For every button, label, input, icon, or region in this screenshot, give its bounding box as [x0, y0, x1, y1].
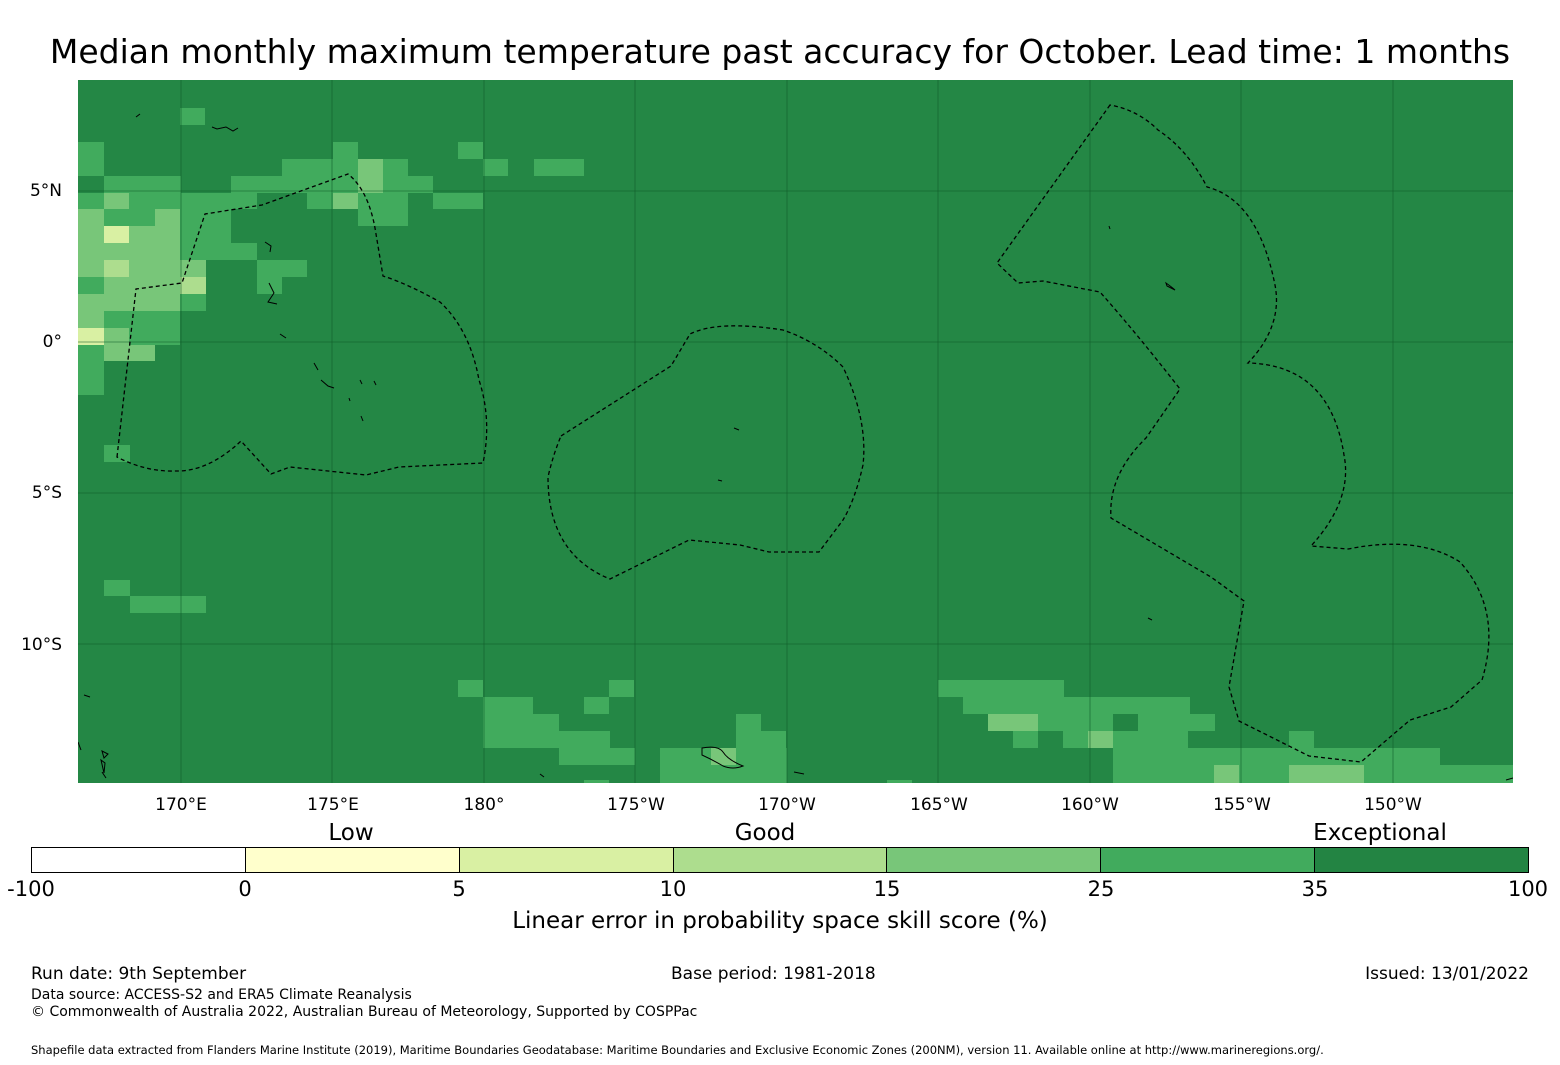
colorbar-tick: 100	[1507, 877, 1549, 901]
lon-label-175e: 175°E	[307, 795, 359, 815]
category-low: Low	[328, 820, 374, 846]
colorbar-tick: 25	[1087, 877, 1115, 901]
colorbar-tick: -100	[7, 877, 55, 901]
colorbar-tick: 10	[659, 877, 687, 901]
data-source: Data source: ACCESS-S2 and ERA5 Climate …	[31, 987, 412, 1003]
colorbar-segment	[673, 848, 888, 872]
graticule	[78, 80, 1513, 783]
issued-date: Issued: 13/01/2022	[1365, 964, 1529, 984]
lon-label-175w: 175°W	[607, 795, 665, 815]
category-good: Good	[734, 820, 796, 846]
lon-label-155w: 155°W	[1213, 795, 1271, 815]
colorbar-segment	[459, 848, 674, 872]
eez-boundaries	[116, 104, 1490, 763]
lon-label-150w: 150°W	[1364, 795, 1422, 815]
lon-label-170e: 170°E	[155, 795, 207, 815]
shapefile-credit: Shapefile data extracted from Flanders M…	[31, 1043, 1324, 1057]
lat-label-10s: 10°S	[21, 635, 62, 655]
colorbar-segment	[32, 848, 246, 872]
colorbar-segment	[245, 848, 460, 872]
colorbar-tick: 5	[452, 877, 466, 901]
colorbar-segment	[1101, 848, 1316, 872]
lat-label-5n: 5°N	[29, 181, 62, 201]
lon-label-160w: 160°W	[1061, 795, 1119, 815]
lat-label-5s: 5°S	[31, 483, 62, 503]
lon-label-165w: 165°W	[910, 795, 968, 815]
lat-label-0: 0°	[42, 332, 62, 352]
colorbar-tick: 35	[1301, 877, 1329, 901]
colorbar-title: Linear error in probability space skill …	[512, 908, 1048, 934]
island-coastlines	[78, 113, 1513, 781]
lon-label-170w: 170°W	[758, 795, 816, 815]
base-period: Base period: 1981-2018	[671, 964, 876, 984]
category-exceptional: Exceptional	[1313, 820, 1447, 846]
map-title: Median monthly maximum temperature past …	[49, 32, 1511, 71]
colorbar-tick: 0	[238, 877, 252, 901]
copyright: © Commonwealth of Australia 2022, Austra…	[31, 1004, 698, 1020]
colorbar-segment	[1315, 848, 1529, 872]
lon-label-180: 180°	[463, 795, 505, 815]
map-canvas	[78, 80, 1513, 783]
skill-cells	[78, 108, 1513, 783]
colorbar-segment	[887, 848, 1102, 872]
colorbar-tick: 15	[873, 877, 901, 901]
colorbar	[31, 847, 1529, 873]
skill-score-map	[78, 80, 1513, 783]
run-date: Run date: 9th September	[31, 964, 247, 984]
